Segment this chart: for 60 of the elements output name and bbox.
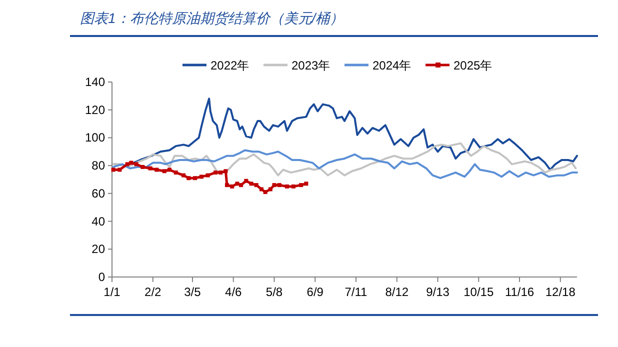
point [148,166,152,170]
point [249,182,254,186]
y-tick-label: 140 [84,75,106,89]
point [140,164,145,169]
point [199,174,204,179]
point [206,173,210,178]
point [254,183,258,188]
x-tick-label: 8/12 [385,285,409,299]
point [129,160,134,165]
x-tick-label: 6/9 [306,285,324,299]
y-tick-label: 60 [92,186,106,200]
y-tick-label: 40 [92,214,106,228]
point [304,182,308,186]
point [186,176,191,180]
x-tick-label: 4/6 [225,285,242,299]
point [125,162,130,166]
point [218,170,223,175]
x-tick-label: 3/5 [184,285,202,299]
point [134,162,138,166]
point [174,170,178,175]
legend-label: 2022年 [210,58,250,72]
point [299,183,304,188]
y-tick-label: 100 [84,130,106,145]
point [162,169,166,174]
y-tick-label: 20 [92,242,106,256]
point [272,183,276,188]
point [263,190,268,194]
point [285,184,290,188]
x-tick-label: 5/8 [266,285,283,299]
legend-label: 2023年 [292,58,330,72]
y-tick-label: 0 [98,270,106,284]
x-tick-label: 12/18 [545,285,576,299]
point [291,184,296,188]
x-tick-label: 2/2 [144,285,162,299]
point [193,176,198,180]
y-tick-label: 120 [84,102,106,117]
x-tick-label: 11/16 [504,285,534,299]
point [118,168,122,172]
x-tick-label: 10/15 [464,285,494,299]
legend-label: 2024年 [372,58,412,72]
point [268,187,272,192]
x-tick-label: 9/13 [426,285,450,299]
point [230,184,234,188]
point [239,183,244,188]
point [167,168,172,172]
x-tick-label: 1/1 [104,285,121,299]
point [244,178,248,183]
x-tick-label: 7/11 [344,285,368,299]
point [259,187,264,192]
y-tick-label: 80 [92,158,106,173]
legend-label: 2025年 [454,58,492,72]
point [277,183,282,188]
point [154,168,159,172]
point [224,169,228,174]
chart-title: 图表1：布伦特原油期货结算价（美元/桶） [80,10,344,26]
point [213,170,218,175]
point [182,173,186,178]
point [111,168,116,172]
point [235,182,240,186]
point [224,183,229,188]
